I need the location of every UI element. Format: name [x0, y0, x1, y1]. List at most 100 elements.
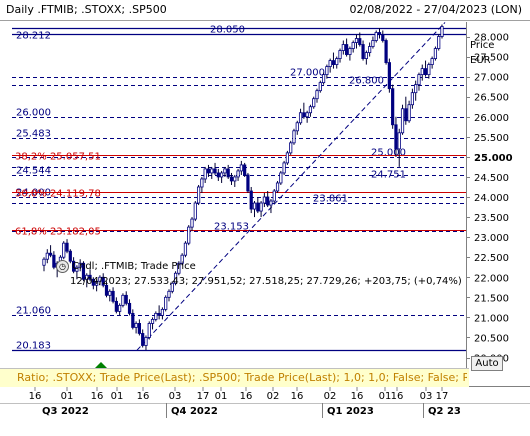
level-label: 26.800 — [349, 76, 384, 87]
candle — [124, 291, 128, 306]
x-tick-label: 16 — [291, 391, 304, 402]
tooltip-label: Cndl; .FTMIB; Trade Price — [72, 261, 196, 272]
candle-body — [157, 312, 161, 316]
candle — [180, 253, 184, 266]
candle-body — [262, 196, 266, 204]
candle-body — [42, 258, 46, 266]
y-tick-label: 23.000 — [474, 233, 509, 244]
level-label: 21.060 — [16, 306, 51, 317]
candle-body — [305, 112, 309, 118]
candle — [223, 166, 227, 177]
candle — [233, 174, 237, 187]
candle — [400, 104, 405, 135]
candle — [345, 38, 349, 57]
candle-body — [394, 124, 398, 150]
candle — [65, 239, 69, 254]
candle-body — [173, 272, 178, 284]
candle-body — [289, 142, 293, 154]
x-tick-label: 16 — [137, 391, 150, 402]
candle-body — [111, 290, 115, 302]
candle — [298, 108, 303, 125]
candle — [200, 176, 204, 193]
candle — [193, 201, 197, 222]
candle — [394, 116, 398, 157]
y-tick-label: 23.500 — [474, 213, 509, 224]
candle-body — [417, 74, 421, 86]
candle — [440, 24, 444, 39]
axis-title-currency: EUR — [470, 55, 491, 66]
candle — [213, 162, 217, 175]
y-tick-label: 27.000 — [474, 73, 509, 84]
candle-body — [134, 323, 138, 328]
candle-body — [206, 168, 211, 174]
y-tick-label: 24.000 — [474, 193, 509, 204]
y-tick-label: 25.000 — [474, 153, 513, 164]
y-tick-label: 26.000 — [474, 113, 509, 124]
candle-body — [341, 44, 345, 51]
candle — [196, 184, 201, 206]
candle-body — [160, 308, 165, 316]
candle — [170, 281, 174, 294]
candle — [358, 32, 362, 47]
trendline — [136, 22, 446, 351]
candle-body — [78, 262, 82, 268]
candle — [216, 168, 220, 181]
candle-body — [391, 88, 395, 126]
candle — [266, 190, 270, 208]
candle — [351, 40, 355, 53]
candle-body — [170, 282, 174, 292]
candle — [335, 56, 339, 69]
candle — [259, 201, 263, 218]
candle-body — [328, 60, 332, 67]
candle — [354, 34, 359, 49]
candle — [328, 58, 332, 73]
candle-body — [167, 290, 171, 298]
candle — [361, 40, 365, 61]
candle — [427, 62, 431, 79]
candle-body — [427, 64, 431, 76]
y-tick-label: 24.500 — [474, 173, 509, 184]
candle-body — [220, 172, 224, 178]
candle-body — [154, 312, 158, 320]
candle — [127, 299, 132, 316]
candle — [226, 164, 230, 179]
auto-scale-button[interactable]: Auto — [471, 356, 503, 371]
x-tick-label: 16 — [29, 391, 42, 402]
y-tick-label: 25.500 — [474, 133, 509, 144]
candle — [108, 289, 112, 302]
candle — [302, 102, 306, 119]
level-label: 28.050 — [210, 25, 245, 36]
candle-body — [358, 38, 362, 45]
candle-body — [377, 32, 382, 35]
candle — [243, 162, 247, 177]
candle — [88, 269, 92, 282]
candle — [45, 249, 49, 264]
x-quarter-label: Q2 23 — [428, 406, 461, 417]
candle — [312, 96, 316, 109]
candle-body — [321, 74, 326, 84]
candle — [437, 34, 441, 51]
candle-body — [52, 254, 56, 268]
y-tick-label: 26.500 — [474, 93, 509, 104]
candle-body — [423, 68, 428, 76]
candle-body — [272, 190, 276, 202]
candle — [285, 150, 290, 165]
clock-icon: ◷ — [56, 260, 69, 273]
x-quarter-label: Q3 2022 — [42, 406, 89, 417]
x-tick-label: 16 — [351, 391, 364, 402]
x-tick-label: 01 — [111, 391, 124, 402]
candle-body — [88, 274, 92, 280]
y-tick-label: 21.500 — [474, 293, 509, 304]
candle-body — [354, 38, 359, 43]
candle — [246, 172, 250, 193]
candle — [68, 249, 72, 264]
candle-body — [318, 82, 322, 92]
candle-body — [368, 46, 372, 53]
candle — [236, 168, 240, 181]
candle — [252, 201, 257, 218]
level-label: 28.212 — [16, 31, 51, 42]
candle — [154, 311, 158, 322]
candle — [72, 257, 76, 274]
level-label: 27.000 — [290, 68, 325, 79]
candle — [137, 319, 141, 336]
